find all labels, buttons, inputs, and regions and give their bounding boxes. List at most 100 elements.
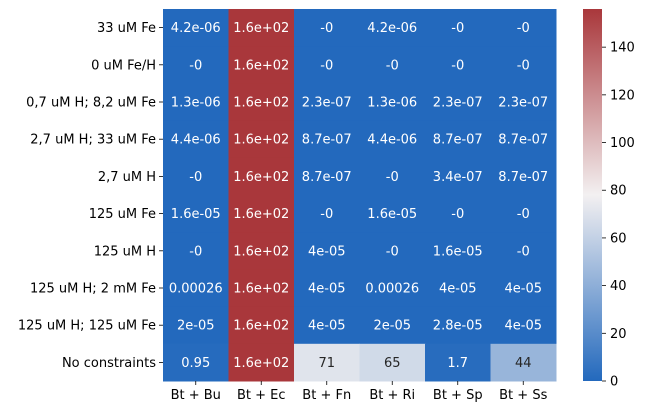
heatmap-cell [359, 120, 426, 159]
cell-value-label: 1.6e+02 [233, 282, 289, 297]
cell-value-label: -0 [517, 244, 530, 259]
y-tick-label: 2,7 uM H; 33 uM Fe [30, 133, 156, 148]
x-tick-label: Bt + Ri [369, 388, 415, 403]
heatmap-cell [163, 232, 229, 270]
cell-value-label: -0 [451, 58, 464, 73]
y-tick-label: 125 uM Fe [89, 207, 156, 222]
cell-value-label: -0 [451, 21, 464, 36]
y-tick-label: 125 uM H; 2 mM Fe [30, 282, 156, 297]
heatmap-cell [359, 9, 426, 47]
heatmap-cell [294, 306, 360, 345]
cell-value-label: 4.4e-06 [367, 133, 417, 148]
cell-value-label: 1.6e+02 [233, 96, 289, 111]
heatmap-cell [294, 232, 360, 270]
cell-value-label: -0 [517, 58, 530, 73]
heatmap-cell [294, 269, 360, 308]
heatmap-cell [425, 306, 491, 345]
cell-value-label: 1.6e-05 [367, 207, 417, 222]
cell-value-label: 1.7 [447, 356, 468, 371]
heatmap-cell [294, 343, 360, 382]
heatmap-cell [228, 46, 295, 84]
heatmap-cell [425, 120, 491, 159]
cell-value-label: 4e-05 [504, 319, 542, 334]
heatmap-cell [490, 269, 557, 308]
cell-value-label: 4e-05 [308, 244, 346, 259]
heatmap-cell [163, 269, 229, 308]
cell-value-label: -0 [189, 244, 202, 259]
cell-value-label: -0 [386, 58, 399, 73]
cell-value-label: -0 [386, 170, 399, 185]
heatmap-cell [359, 195, 426, 233]
y-tick-labels: 33 uM Fe 0 uM Fe/H 0,7 uM H; 8,2 uM Fe 2,7 … [18, 21, 163, 371]
cell-value-label: 1.6e-05 [171, 207, 221, 222]
cell-value-label: 1.6e+02 [233, 356, 289, 371]
cell-value-label: 1.6e-05 [433, 244, 483, 259]
x-tick-label: Bt + Ss [499, 388, 547, 403]
cell-value-label: 1.6e+02 [233, 133, 289, 148]
cell-value-label: 2.3e-07 [498, 96, 548, 111]
heatmap-cell [359, 83, 426, 122]
heatmap-cell [490, 157, 557, 196]
heatmap-cell [228, 120, 295, 159]
colorbar: 0 20 40 60 80 100 120 140 [583, 9, 635, 390]
cell-value-label: 0.00026 [169, 282, 223, 297]
heatmap-cell [425, 195, 491, 233]
heatmap-cell [228, 9, 295, 47]
heatmap-cell [425, 9, 491, 47]
heatmap-cell [490, 9, 557, 47]
cell-value-label: 2.3e-07 [433, 96, 483, 111]
heatmap-cell [228, 83, 295, 122]
cell-value-label: 1.3e-06 [171, 96, 221, 111]
heatmap-cell [425, 343, 491, 382]
heatmap-cell [294, 9, 360, 47]
cell-value-label: 44 [515, 356, 532, 371]
y-tick-label: 125 uM H [94, 244, 156, 259]
cell-value-label: 8.7e-07 [498, 170, 548, 185]
heatmap-cells: 4.2e-06 1.6e+02 -0 4.2e-06 -0 -0 -0 1.6e+02 -0 -0… [163, 9, 557, 382]
cell-value-label: 4.2e-06 [367, 21, 417, 36]
heatmap-cell [228, 157, 295, 196]
heatmap-cell [163, 195, 229, 233]
heatmap-cell [294, 157, 360, 196]
cell-value-label: 4e-05 [308, 319, 346, 334]
heatmap-cell [294, 195, 360, 233]
cell-value-label: 0.00026 [365, 282, 419, 297]
heatmap-cell [425, 232, 491, 270]
cell-value-label: 1.6e+02 [233, 244, 289, 259]
cell-value-label: 1.6e+02 [233, 21, 289, 36]
y-tick-label: 0 uM Fe/H [91, 58, 156, 73]
y-tick-label: 125 uM H; 125 uM Fe [18, 319, 156, 334]
cell-value-label: 8.7e-07 [498, 133, 548, 148]
cell-value-label: 8.7e-07 [433, 133, 483, 148]
cell-value-label: 1.6e+02 [233, 58, 289, 73]
colorbar-tick-label: 140 [610, 41, 635, 56]
colorbar-gradient [583, 9, 602, 381]
cell-value-label: 2e-05 [373, 319, 411, 334]
heatmap-cell [228, 306, 295, 345]
colorbar-tick-label: 120 [610, 88, 635, 103]
heatmap-cell [490, 343, 557, 382]
y-tick-label: 33 uM Fe [97, 21, 156, 36]
colorbar-ticks: 0 20 40 60 80 100 120 140 [602, 41, 635, 390]
cell-value-label: -0 [320, 207, 333, 222]
cell-value-label: -0 [451, 207, 464, 222]
cell-value-label: 1.6e+02 [233, 319, 289, 334]
heatmap-cell [163, 83, 229, 122]
heatmap-cell [490, 232, 557, 270]
heatmap-cell [163, 9, 229, 47]
cell-value-label: 1.3e-06 [367, 96, 417, 111]
colorbar-tick-label: 40 [610, 279, 627, 294]
y-tick-label: No constraints [62, 356, 156, 371]
cell-value-label: 71 [318, 356, 335, 371]
cell-value-label: 4.2e-06 [171, 21, 221, 36]
heatmap-cell [228, 232, 295, 270]
x-tick-labels: Bt + Bu Bt + Ec Bt + Fn Bt + Ri Bt + Sp Bt + … [171, 381, 548, 403]
heatmap-cell [490, 46, 557, 84]
cell-value-label: 0.95 [181, 356, 210, 371]
heatmap-cell [228, 195, 295, 233]
cell-value-label: 1.6e+02 [233, 170, 289, 185]
heatmap-cell [359, 343, 426, 382]
cell-value-label: 2.8e-05 [433, 319, 483, 334]
cell-value-label: -0 [320, 58, 333, 73]
